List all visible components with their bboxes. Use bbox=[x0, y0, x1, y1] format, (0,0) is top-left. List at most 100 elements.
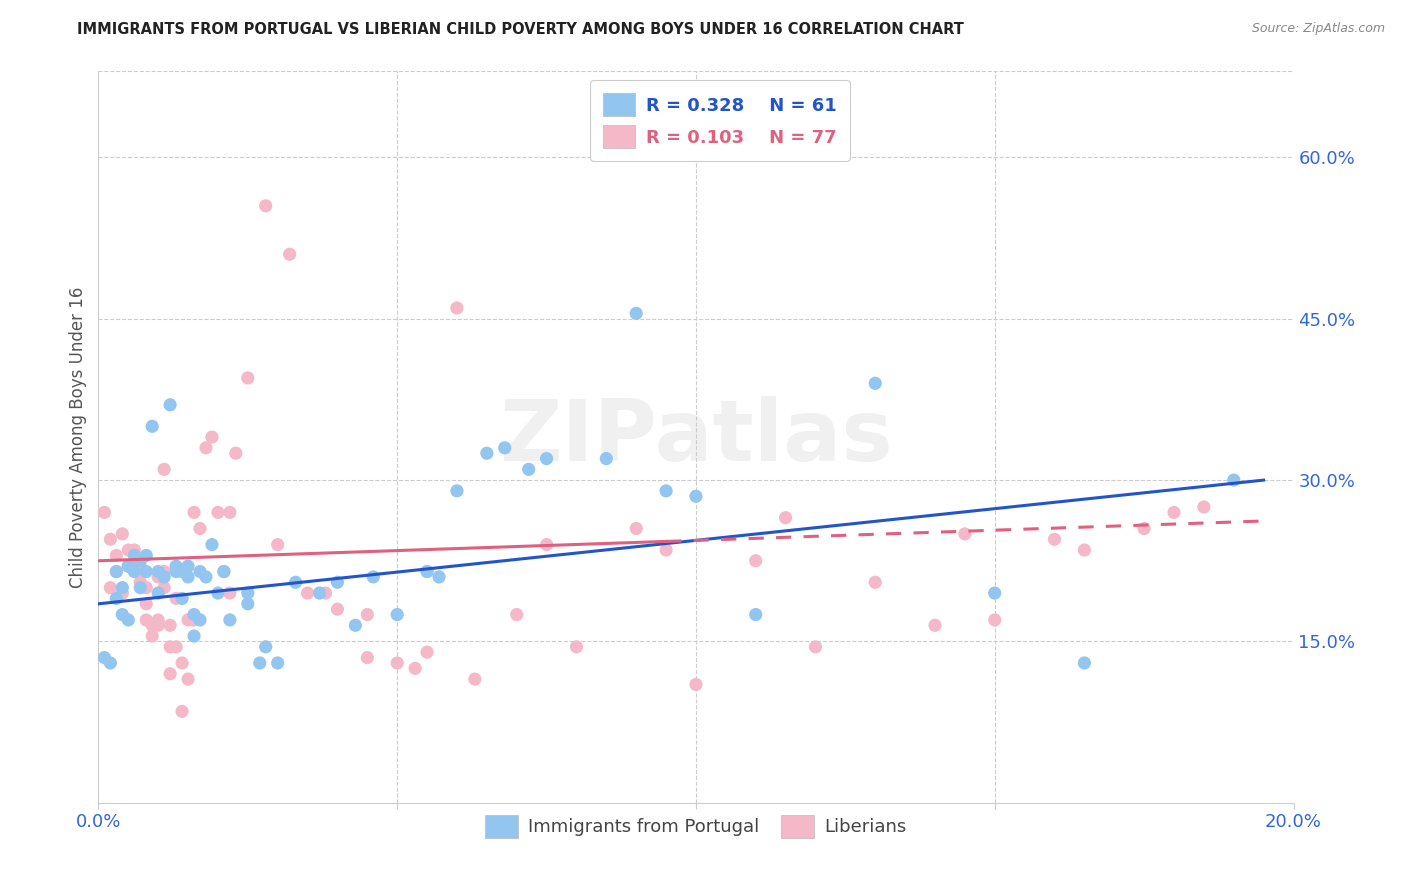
Point bbox=[1192, 500, 1215, 514]
Point bbox=[212, 565, 235, 579]
Point bbox=[172, 591, 194, 606]
Point bbox=[315, 586, 337, 600]
Point bbox=[356, 607, 378, 622]
Point bbox=[219, 505, 242, 519]
Point bbox=[98, 533, 122, 547]
Point bbox=[416, 645, 439, 659]
Point bbox=[385, 607, 409, 622]
Point bbox=[356, 650, 378, 665]
Point bbox=[1073, 543, 1095, 558]
Point bbox=[1043, 533, 1066, 547]
Point bbox=[129, 565, 152, 579]
Point bbox=[297, 586, 319, 600]
Point bbox=[148, 586, 170, 600]
Text: ZIPatlas: ZIPatlas bbox=[499, 395, 893, 479]
Point bbox=[494, 441, 516, 455]
Point bbox=[129, 559, 152, 574]
Point bbox=[153, 462, 176, 476]
Point bbox=[865, 376, 887, 391]
Point bbox=[98, 656, 122, 670]
Point bbox=[111, 586, 134, 600]
Point bbox=[159, 618, 181, 632]
Point bbox=[363, 570, 385, 584]
Point bbox=[308, 586, 330, 600]
Point bbox=[685, 677, 707, 691]
Point bbox=[775, 510, 797, 524]
Point bbox=[135, 565, 157, 579]
Point bbox=[177, 613, 200, 627]
Point bbox=[201, 538, 224, 552]
Point bbox=[506, 607, 529, 622]
Point bbox=[225, 446, 247, 460]
Point bbox=[188, 613, 211, 627]
Point bbox=[124, 559, 146, 574]
Point bbox=[655, 543, 678, 558]
Point bbox=[1223, 473, 1246, 487]
Point bbox=[236, 586, 259, 600]
Point bbox=[249, 656, 271, 670]
Point bbox=[105, 549, 128, 563]
Point bbox=[135, 581, 157, 595]
Point bbox=[141, 419, 163, 434]
Point bbox=[207, 505, 229, 519]
Point bbox=[427, 570, 450, 584]
Point bbox=[565, 640, 588, 654]
Point bbox=[655, 483, 678, 498]
Point bbox=[124, 549, 146, 563]
Point bbox=[385, 656, 409, 670]
Point bbox=[177, 570, 200, 584]
Point bbox=[267, 538, 290, 552]
Point bbox=[177, 672, 200, 686]
Point bbox=[416, 565, 439, 579]
Point bbox=[135, 597, 157, 611]
Point bbox=[219, 613, 242, 627]
Point bbox=[117, 559, 139, 574]
Point bbox=[135, 549, 157, 563]
Point bbox=[165, 591, 187, 606]
Point bbox=[177, 559, 200, 574]
Point bbox=[188, 565, 211, 579]
Point bbox=[326, 575, 349, 590]
Point bbox=[984, 613, 1007, 627]
Point bbox=[153, 565, 176, 579]
Point bbox=[165, 559, 187, 574]
Legend: Immigrants from Portugal, Liberians: Immigrants from Portugal, Liberians bbox=[474, 804, 918, 848]
Point bbox=[254, 199, 277, 213]
Point bbox=[141, 618, 163, 632]
Point bbox=[188, 521, 211, 535]
Point bbox=[129, 581, 152, 595]
Point bbox=[148, 570, 170, 584]
Point bbox=[93, 650, 115, 665]
Point bbox=[183, 607, 205, 622]
Point bbox=[172, 565, 194, 579]
Point bbox=[446, 483, 468, 498]
Point bbox=[626, 521, 648, 535]
Point bbox=[105, 565, 128, 579]
Point bbox=[135, 613, 157, 627]
Point bbox=[129, 575, 152, 590]
Point bbox=[148, 565, 170, 579]
Point bbox=[183, 505, 205, 519]
Point bbox=[183, 629, 205, 643]
Point bbox=[745, 607, 768, 622]
Point bbox=[124, 543, 146, 558]
Point bbox=[117, 559, 139, 574]
Point bbox=[165, 565, 187, 579]
Point bbox=[475, 446, 498, 460]
Point bbox=[1133, 521, 1156, 535]
Point bbox=[105, 565, 128, 579]
Point bbox=[212, 565, 235, 579]
Point bbox=[984, 586, 1007, 600]
Point bbox=[254, 640, 277, 654]
Point bbox=[924, 618, 946, 632]
Text: IMMIGRANTS FROM PORTUGAL VS LIBERIAN CHILD POVERTY AMONG BOYS UNDER 16 CORRELATI: IMMIGRANTS FROM PORTUGAL VS LIBERIAN CHI… bbox=[77, 22, 965, 37]
Point bbox=[111, 607, 134, 622]
Point bbox=[159, 640, 181, 654]
Point bbox=[536, 538, 558, 552]
Point bbox=[148, 618, 170, 632]
Point bbox=[141, 629, 163, 643]
Point bbox=[626, 306, 648, 320]
Point bbox=[153, 570, 176, 584]
Point bbox=[517, 462, 540, 476]
Point bbox=[201, 430, 224, 444]
